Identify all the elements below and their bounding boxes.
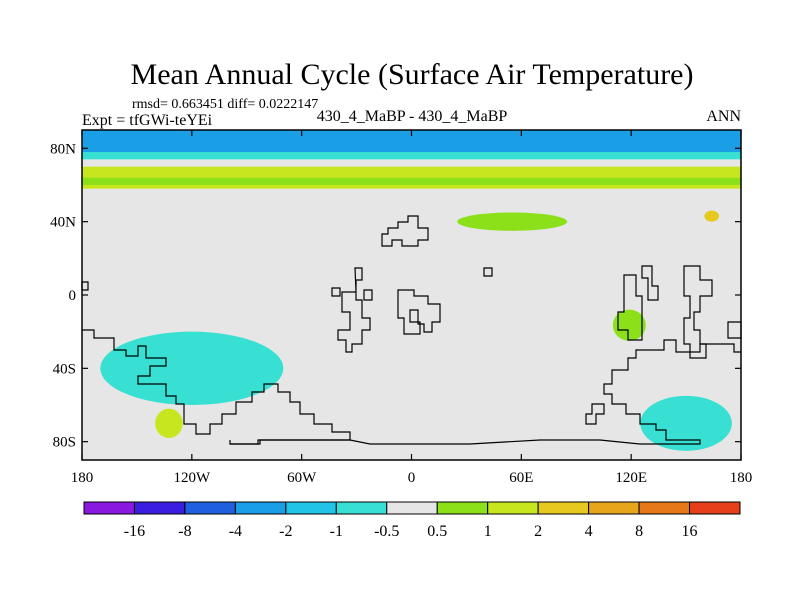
field-region-south-pacific-cool	[100, 331, 284, 406]
coast-southern-hemisphere	[82, 329, 351, 445]
colorbar-label: -2	[279, 523, 292, 540]
colorbar-swatch	[537, 501, 590, 515]
x-tick-label: 120E	[615, 470, 647, 486]
colorbar-swatch	[335, 501, 388, 515]
colorbar-swatch	[234, 501, 287, 515]
field-region-north-pacific-warm-spot	[704, 210, 720, 222]
colorbar-swatch	[638, 501, 691, 515]
colorbar-label: -8	[178, 523, 191, 540]
season-label: ANN	[706, 108, 741, 125]
colorbar-swatch	[487, 501, 539, 515]
x-tick-label: 180	[71, 470, 94, 486]
coast-africa	[617, 274, 643, 341]
coast-island-5	[331, 287, 341, 297]
colorbar-swatch	[133, 501, 186, 515]
y-tick-label: 0	[69, 288, 77, 304]
colorbar-label: 4	[585, 523, 593, 540]
coastline-outline	[81, 215, 742, 445]
x-tick-label: 120W	[173, 470, 211, 486]
field-region-australia-warm	[612, 309, 646, 341]
map-panel: 180 120W 60W 0 60E 120E 180 80N 40N 0 40S 80S	[50, 129, 752, 486]
x-tick-label: 180	[730, 470, 753, 486]
x-tick-label: 60W	[287, 470, 317, 486]
coast-south-america	[397, 289, 441, 335]
coast-antarctica	[229, 339, 741, 445]
colorbar-label: 1	[484, 523, 492, 540]
field-region-high-lat-warm-core	[82, 177, 741, 185]
colorbar-label: -1	[330, 523, 343, 540]
colorbar-swatch	[436, 501, 489, 515]
field-layer	[82, 130, 741, 451]
stats-label: rmsd= 0.663451 diff= 0.0222147	[132, 97, 318, 112]
coast-central-america	[337, 267, 371, 353]
colorbar-label: 0.5	[427, 523, 447, 540]
field-region-midlat-atlantic-warm	[457, 212, 568, 231]
colorbar-label: 8	[635, 523, 643, 540]
colorbar-label: -0.5	[374, 523, 399, 540]
field-region-antarctic-warm	[155, 408, 183, 439]
coast-island-1	[483, 267, 493, 277]
colorbar-label: 16	[682, 523, 698, 540]
coast-eurasia	[641, 265, 659, 301]
coast-australia-region	[585, 403, 605, 425]
coast-north-america	[381, 215, 429, 247]
colorbar-swatch	[285, 501, 337, 515]
colorbar-swatch	[83, 501, 135, 515]
experiment-label: Expt = tfGWi-teYEi	[82, 112, 213, 129]
x-tick-label: 60E	[509, 470, 533, 486]
y-tick-label: 40N	[50, 215, 76, 231]
chart-title: Mean Annual Cycle (Surface Air Temperatu…	[131, 58, 694, 91]
field-region-arctic-margin	[82, 152, 741, 160]
y-tick-label: 80N	[50, 141, 76, 157]
coast-island-2	[363, 289, 373, 301]
colorbar-label: -4	[229, 523, 242, 540]
comparison-label: 430_4_MaBP - 430_4_MaBP	[317, 108, 508, 125]
colorbar: -16 -8 -4 -2 -1 -0.5 0.5 1 2 4 8 16	[83, 501, 741, 540]
field-region-arctic-band	[82, 130, 741, 152]
colorbar-swatch	[386, 501, 438, 515]
y-tick-label: 80S	[53, 435, 76, 451]
y-tick-label: 40S	[53, 361, 76, 377]
x-tick-label: 0	[408, 470, 416, 486]
axis-labels: 180 120W 60W 0 60E 120E 180 80N 40N 0 40S 80S	[50, 141, 752, 486]
axis-ticks	[81, 130, 742, 460]
colorbar-swatch	[184, 501, 236, 515]
field-region-southern-ocean-cool	[640, 395, 732, 451]
colorbar-swatch	[689, 501, 741, 515]
colorbar-swatch	[588, 501, 640, 515]
colorbar-label: -16	[124, 523, 145, 540]
colorbar-label: 2	[534, 523, 542, 540]
